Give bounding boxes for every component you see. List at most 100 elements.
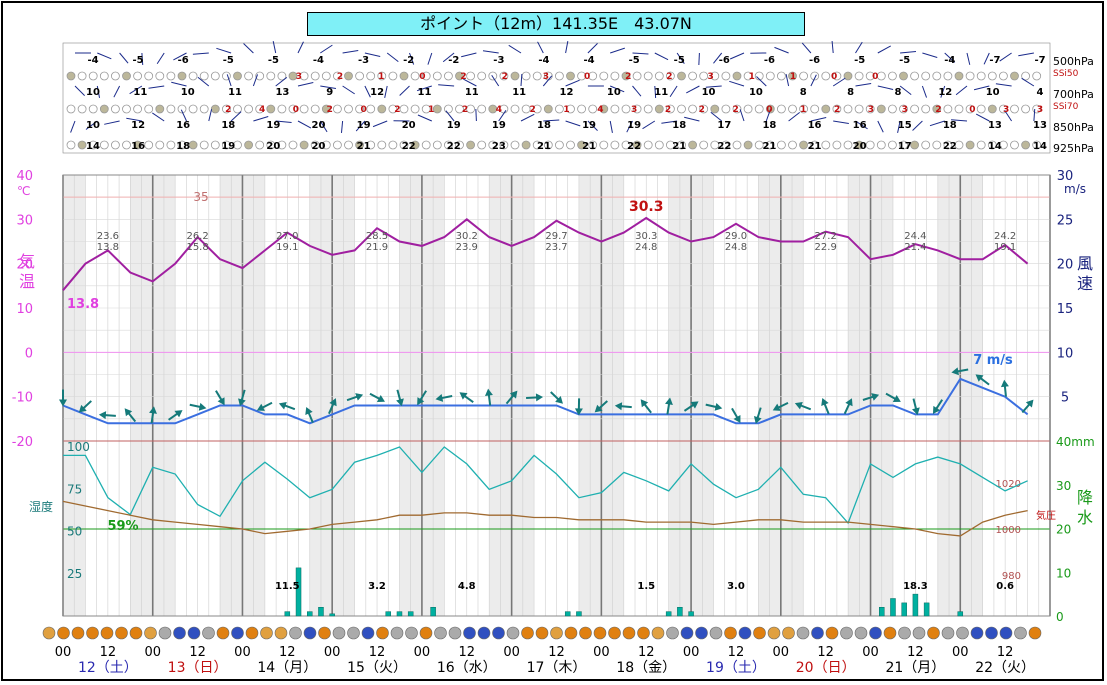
upper-air-circle <box>1011 105 1019 113</box>
upper-air-circle <box>467 72 475 80</box>
humid-tick-label: 75 <box>67 482 82 496</box>
precip-bar <box>307 612 312 616</box>
hour-tick-label: 12 <box>907 645 924 660</box>
temp-700hpa-label: 4 <box>1037 87 1044 98</box>
cloudy-icon <box>667 627 679 639</box>
temp-925hpa-label: 16 <box>131 141 145 152</box>
upper-air-circle <box>600 72 608 80</box>
rainy-icon <box>362 627 374 639</box>
upper-air-circle <box>655 105 663 113</box>
upper-air-circle <box>911 105 919 113</box>
precip-bar <box>902 603 907 616</box>
temp-850hpa-label: 17 <box>717 120 731 131</box>
ssi70-value: 2 <box>699 105 705 115</box>
temp-max-label: 30.2 <box>456 231 478 242</box>
temp-500hpa-label: -2 <box>448 55 459 66</box>
upper-air-circle <box>988 72 996 80</box>
upper-air-circle <box>922 141 930 149</box>
pressure-tick-label: 1020 <box>996 479 1021 490</box>
temp-min-label: 24.8 <box>725 242 747 253</box>
temp-tick-label: 10 <box>16 302 33 317</box>
ssi50-value: 1 <box>790 72 796 82</box>
temp-max-label: 24.2 <box>994 231 1016 242</box>
partly-sunny-icon <box>652 627 664 639</box>
upper-air-circle <box>345 141 353 149</box>
hour-tick-label: 00 <box>144 645 161 660</box>
cloudy-icon <box>203 627 215 639</box>
wind-max-annotation: 7 m/s <box>973 353 1013 368</box>
upper-air-circle <box>822 141 830 149</box>
temp-925hpa-label: 17 <box>898 141 912 152</box>
temp-max-label: 28.5 <box>366 231 388 242</box>
temp-700hpa-label: 8 <box>894 87 901 98</box>
upper-air-circle <box>966 141 974 149</box>
temp-max-label: 26.2 <box>186 231 208 242</box>
cloudy-icon <box>710 627 722 639</box>
ssi50-value: 2 <box>666 72 672 82</box>
temp-700hpa-label: 12 <box>938 87 952 98</box>
upper-air-circle <box>156 72 164 80</box>
upper-air-circle <box>533 72 541 80</box>
upper-air-circle <box>156 105 164 113</box>
wind-arrow <box>99 411 117 420</box>
temp-925hpa-label: 20 <box>312 141 326 152</box>
upper-air-circle <box>1011 141 1019 149</box>
upper-air-circle <box>555 72 563 80</box>
upper-air-circle <box>811 105 819 113</box>
rainy-icon <box>304 627 316 639</box>
upper-air-circle <box>478 141 486 149</box>
temp-850hpa-label: 18 <box>762 120 776 131</box>
upper-air-circle <box>111 141 119 149</box>
partly-sunny-icon <box>275 627 287 639</box>
upper-air-circle <box>178 72 186 80</box>
cloudy-icon <box>406 627 418 639</box>
wind-arrow <box>548 389 566 407</box>
upper-air-circle <box>522 141 530 149</box>
upper-air-circle <box>78 72 86 80</box>
ssi70-value: 2 <box>327 105 333 115</box>
upper-air-circle <box>511 141 519 149</box>
upper-air-circle <box>622 105 630 113</box>
upper-air-circle <box>1022 141 1030 149</box>
temp-700hpa-label: 11 <box>228 87 242 98</box>
precip-bar <box>565 612 570 616</box>
precip-bar <box>285 612 290 616</box>
hour-tick-label: 12 <box>728 645 745 660</box>
ssi70-value: 2 <box>834 105 840 115</box>
wind-tick-label: 25 <box>1057 213 1074 228</box>
sunny-icon <box>565 627 577 639</box>
temp-min-label: 23.7 <box>545 242 567 253</box>
upper-air-circle <box>367 72 375 80</box>
hour-tick-label: 00 <box>862 645 879 660</box>
temp-axis-label: 気 <box>19 252 35 271</box>
temp-500hpa-label: -5 <box>223 55 234 66</box>
upper-air-circle <box>245 72 253 80</box>
ssi50-value: 3 <box>543 72 549 82</box>
ssi50-value: 2 <box>502 72 508 82</box>
temp-700hpa-label: 10 <box>607 87 621 98</box>
upper-air-circle <box>922 72 930 80</box>
upper-air-circle <box>655 141 663 149</box>
hour-tick-label: 12 <box>458 645 475 660</box>
humid-tick-label: 25 <box>67 567 82 581</box>
upper-air-circle <box>211 72 219 80</box>
ssi50-value: 2 <box>625 72 631 82</box>
precip-bar <box>318 607 323 616</box>
upper-air-circle <box>245 141 253 149</box>
temp-500hpa-label: -6 <box>764 55 775 66</box>
upper-air-circle <box>800 141 808 149</box>
day-label: 15（火） <box>347 660 407 676</box>
upper-air-circle <box>200 141 208 149</box>
upper-air-circle <box>955 105 963 113</box>
upper-air-circle <box>777 72 785 80</box>
upper-air-circle <box>1011 72 1019 80</box>
sunny-icon <box>130 627 142 639</box>
upper-air-circle <box>411 105 419 113</box>
hour-tick-label: 00 <box>414 645 431 660</box>
upper-air-circle <box>489 72 497 80</box>
rainy-icon <box>696 627 708 639</box>
temp-700hpa-label: 8 <box>847 87 854 98</box>
temp-700hpa-label: 12 <box>560 87 574 98</box>
precip-tick-label: 30 <box>1056 479 1071 493</box>
temp-850hpa-label: 16 <box>176 120 190 131</box>
